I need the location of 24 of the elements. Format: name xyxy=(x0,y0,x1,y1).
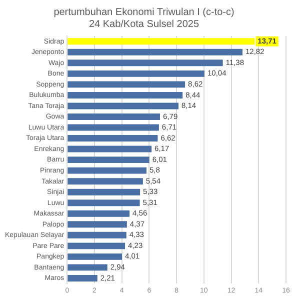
bar xyxy=(68,232,126,238)
bar xyxy=(68,264,108,271)
bar xyxy=(68,124,159,131)
bar xyxy=(68,114,160,120)
bar xyxy=(68,146,152,152)
bar xyxy=(68,60,223,66)
bar xyxy=(68,70,204,77)
bar xyxy=(68,253,122,260)
bar xyxy=(68,178,143,185)
bar xyxy=(68,210,130,217)
bar xyxy=(68,81,186,88)
bar xyxy=(68,200,140,206)
bar xyxy=(68,135,158,142)
bar xyxy=(68,48,243,56)
bar xyxy=(68,167,146,174)
bar xyxy=(68,156,150,164)
bar xyxy=(68,92,183,98)
text: 24 Kab/Kota Sulsel 2025 xyxy=(88,18,200,30)
bar xyxy=(68,102,178,110)
bar xyxy=(68,242,126,250)
bar xyxy=(68,221,127,228)
text: pertumbuhan Ekonomi Triwulan I (c-to-c) xyxy=(54,6,234,18)
bar xyxy=(68,274,98,282)
bar xyxy=(68,188,140,196)
